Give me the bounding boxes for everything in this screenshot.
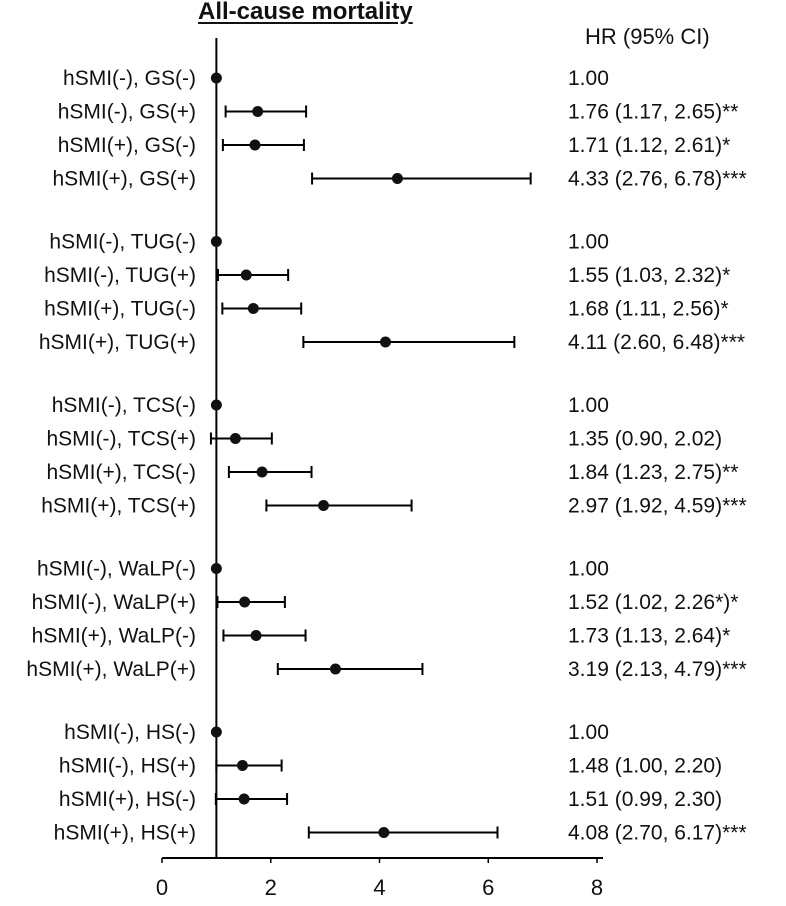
hr-text-g1-r0: 1.00 bbox=[568, 231, 609, 254]
x-tick-label-4: 8 bbox=[591, 875, 603, 900]
point-g3-r2 bbox=[250, 630, 262, 641]
row-label-g2-r3: hSMI(+), TCS(+) bbox=[41, 495, 196, 518]
row-label-g4-r0: hSMI(-), HS(-) bbox=[64, 721, 196, 744]
row-label-g3-r0: hSMI(-), WaLP(-) bbox=[37, 558, 196, 581]
row-label-g2-r2: hSMI(+), TCS(-) bbox=[46, 461, 196, 484]
row-label-g4-r2: hSMI(+), HS(-) bbox=[59, 788, 196, 811]
hr-text-g1-r1: 1.55 (1.03, 2.32)* bbox=[568, 264, 730, 287]
hr-text-g4-r0: 1.00 bbox=[568, 721, 609, 744]
point-g0-r1 bbox=[252, 106, 264, 117]
hr-text-g1-r2: 1.68 (1.11, 2.56)* bbox=[568, 298, 729, 321]
row-label-g0-r0: hSMI(-), GS(-) bbox=[63, 67, 196, 90]
hr-text-g3-r1: 1.52 (1.02, 2.26*)* bbox=[568, 591, 738, 614]
hr-text-g3-r0: 1.00 bbox=[568, 558, 609, 581]
hr-text-g0-r1: 1.76 (1.17, 2.65)** bbox=[568, 101, 738, 124]
point-g3-r1 bbox=[239, 596, 251, 608]
point-g4-r0 bbox=[210, 726, 222, 738]
row-label-g4-r1: hSMI(-), HS(+) bbox=[59, 755, 196, 778]
x-tick-label-0: 0 bbox=[156, 875, 168, 900]
point-g2-r2 bbox=[256, 466, 268, 478]
point-g2-r3 bbox=[317, 500, 329, 511]
row-label-g1-r0: hSMI(-), TUG(-) bbox=[49, 231, 196, 254]
hr-text-g4-r3: 4.08 (2.70, 6.17)*** bbox=[568, 822, 747, 845]
chart-title: All-cause mortality bbox=[198, 0, 413, 25]
row-label-g3-r2: hSMI(+), WaLP(-) bbox=[32, 625, 196, 648]
row-label-g1-r3: hSMI(+), TUG(+) bbox=[39, 331, 196, 354]
row-label-g2-r1: hSMI(-), TCS(+) bbox=[46, 428, 196, 451]
point-g1-r1 bbox=[240, 269, 252, 281]
hr-text-g2-r3: 2.97 (1.92, 4.59)*** bbox=[568, 495, 747, 518]
row-label-g3-r3: hSMI(+), WaLP(+) bbox=[26, 658, 196, 681]
row-label-g1-r2: hSMI(+), TUG(-) bbox=[44, 298, 196, 321]
row-label-g2-r0: hSMI(-), TCS(-) bbox=[52, 394, 196, 417]
point-g4-r3 bbox=[378, 827, 390, 838]
point-g2-r1 bbox=[229, 433, 241, 444]
row-label-g0-r2: hSMI(+), GS(-) bbox=[58, 134, 196, 157]
x-tick-label-2: 4 bbox=[373, 875, 385, 900]
x-tick-label-1: 2 bbox=[265, 875, 277, 900]
point-g4-r2 bbox=[238, 793, 250, 805]
hr-text-g4-r2: 1.51 (0.99, 2.30) bbox=[568, 788, 722, 811]
x-tick-label-3: 6 bbox=[482, 875, 494, 900]
hr-text-g0-r0: 1.00 bbox=[568, 67, 609, 90]
row-label-g3-r1: hSMI(-), WaLP(+) bbox=[32, 591, 196, 614]
point-g0-r3 bbox=[391, 173, 403, 184]
hr-text-g4-r1: 1.48 (1.00, 2.20) bbox=[568, 755, 722, 778]
hr-text-g3-r3: 3.19 (2.13, 4.79)*** bbox=[568, 658, 747, 681]
point-g3-r0 bbox=[210, 563, 222, 574]
point-g0-r0 bbox=[210, 72, 222, 84]
point-g1-r0 bbox=[210, 236, 222, 247]
hr-text-g3-r2: 1.73 (1.13, 2.64)* bbox=[568, 625, 730, 648]
hr-column-header: HR (95% CI) bbox=[585, 24, 710, 49]
point-g4-r1 bbox=[236, 760, 248, 771]
hr-text-g2-r2: 1.84 (1.23, 2.75)** bbox=[568, 461, 738, 484]
hr-text-g0-r3: 4.33 (2.76, 6.78)*** bbox=[568, 168, 747, 191]
point-g1-r3 bbox=[379, 336, 391, 348]
point-g3-r3 bbox=[329, 663, 341, 675]
hr-text-g2-r1: 1.35 (0.90, 2.02) bbox=[568, 428, 722, 451]
hr-text-g0-r2: 1.71 (1.12, 2.61)* bbox=[568, 134, 730, 157]
hr-text-g1-r3: 4.11 (2.60, 6.48)*** bbox=[568, 331, 745, 354]
row-label-g4-r3: hSMI(+), HS(+) bbox=[54, 822, 196, 845]
row-label-g0-r1: hSMI(-), GS(+) bbox=[58, 101, 196, 124]
row-label-g0-r3: hSMI(+), GS(+) bbox=[52, 168, 196, 191]
point-g1-r2 bbox=[247, 303, 259, 314]
point-g2-r0 bbox=[210, 399, 222, 411]
point-g0-r2 bbox=[249, 139, 261, 151]
row-label-g1-r1: hSMI(-), TUG(+) bbox=[44, 264, 196, 287]
hr-text-g2-r0: 1.00 bbox=[568, 394, 609, 417]
